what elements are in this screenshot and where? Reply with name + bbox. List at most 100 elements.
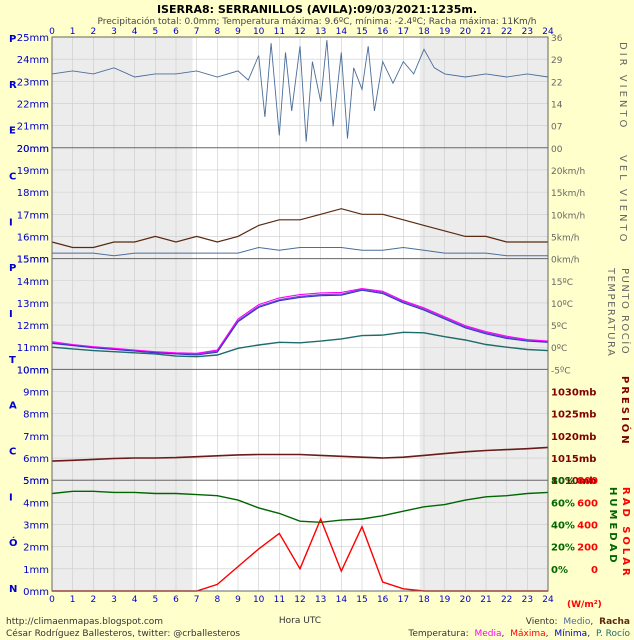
x-tick-top: 7	[194, 27, 200, 37]
right-tick-label: 1030mb	[551, 388, 596, 399]
left-tick-label: 2mm	[23, 543, 49, 554]
right-tick-label: 10km/h	[551, 211, 585, 221]
right-tick-label: 22	[551, 78, 562, 88]
x-tick-top: 18	[418, 27, 430, 37]
x-tick-top: 9	[235, 27, 241, 37]
left-letter: I	[9, 309, 13, 320]
right-tick-label: 29	[551, 56, 563, 66]
left-tick-label: 18mm	[17, 188, 49, 199]
right-tick-label: 0	[591, 565, 598, 576]
temp-min-line	[51, 289, 549, 356]
x-tick-bottom: 7	[194, 595, 200, 605]
x-tick-top: 5	[152, 27, 158, 37]
left-tick-label: 3mm	[23, 521, 49, 532]
left-letter: T	[9, 355, 16, 366]
wind-direction-line	[51, 40, 549, 142]
right-tick-label: 10ºC	[551, 300, 573, 310]
author-credit: César Rodríguez Ballesteros, twitter: @c…	[6, 628, 240, 639]
x-tick-top: 13	[315, 27, 326, 37]
label-rad-solar: RAD SOLAR	[620, 487, 631, 579]
blog-link[interactable]: http://climaenmapas.blogspot.com	[6, 617, 163, 627]
temp-max-line	[51, 287, 549, 354]
right-tick-label: 1015mb	[551, 454, 596, 465]
x-tick-bottom: 13	[315, 595, 326, 605]
x-tick-bottom: 23	[522, 595, 533, 605]
x-tick-bottom: 24	[542, 595, 554, 605]
x-tick-bottom: 18	[418, 595, 430, 605]
viento-legend-medio: Medio	[563, 617, 591, 627]
x-tick-top: 20	[460, 27, 472, 37]
right-tick-label: 1020mb	[551, 432, 596, 443]
night-shade-morning	[52, 37, 193, 591]
x-tick-top: 15	[356, 27, 367, 37]
left-tick-label: 6mm	[23, 454, 49, 465]
left-tick-label: 16mm	[17, 232, 49, 243]
x-tick-bottom: 14	[336, 595, 348, 605]
left-tick-label: 10mm	[17, 365, 49, 376]
left-tick-label: 10mm	[17, 365, 49, 376]
left-tick-label: 20mm	[17, 144, 49, 155]
plot-grid	[51, 37, 549, 591]
right-tick-label: 36	[551, 34, 563, 44]
left-tick-label: 7mm	[23, 432, 49, 443]
x-tick-top: 2	[90, 27, 96, 37]
chart-title: ISERRA8: SERRANILLOS (AVILA):09/03/2021:…	[157, 3, 477, 16]
viento-legend-racha: Racha	[599, 617, 630, 627]
right-tick-label: 40%	[551, 521, 575, 532]
x-tick-top: 0	[49, 27, 55, 37]
x-tick-top: 1	[70, 27, 76, 37]
right-tick-label: 5km/h	[551, 233, 579, 243]
x-tick-bottom: 3	[111, 595, 117, 605]
x-tick-bottom: 2	[90, 595, 96, 605]
temp-legend-maxima: Máxima	[510, 629, 545, 639]
x-tick-bottom: 4	[132, 595, 138, 605]
x-tick-bottom: 10	[253, 595, 265, 605]
x-tick-top: 11	[274, 27, 285, 37]
left-tick-label: 12mm	[17, 321, 49, 332]
x-tick-bottom: 20	[460, 595, 472, 605]
temp-legend-sep3: ,	[587, 629, 590, 639]
left-tick-label: 19mm	[17, 166, 49, 177]
label-presion: PRESIÓN	[619, 376, 632, 447]
left-tick-label: 15mm	[17, 255, 49, 266]
x-tick-bottom: 1	[70, 595, 76, 605]
left-tick-label: 15mm	[17, 255, 49, 266]
left-tick-label: 0mm	[23, 587, 49, 598]
x-tick-top: 12	[294, 27, 305, 37]
right-tick-label: 20%	[551, 543, 575, 554]
left-tick-label: 13mm	[17, 299, 49, 310]
x-tick-top: 14	[336, 27, 348, 37]
x-tick-bottom: 12	[294, 595, 305, 605]
pressure-line	[51, 446, 549, 462]
left-tick-label: 4mm	[23, 498, 49, 509]
x-tick-top: 10	[253, 27, 265, 37]
temp-legend-minima: Mínima	[554, 629, 587, 639]
right-tick-label: 20km/h	[551, 167, 585, 177]
x-tick-bottom: 17	[398, 595, 409, 605]
left-letter: N	[9, 584, 17, 595]
night-shade-evening	[419, 37, 548, 591]
label-humedad: HUMEDAD	[607, 487, 618, 566]
x-tick-top: 16	[377, 27, 389, 37]
left-tick-label: 20mm	[17, 144, 49, 155]
left-tick-label: 9mm	[23, 388, 49, 399]
x-tick-top: 6	[173, 27, 179, 37]
x-tick-top: 24	[542, 27, 554, 37]
x-tick-bottom: 21	[480, 595, 491, 605]
x-tick-bottom: 5	[152, 595, 158, 605]
right-tick-label: 15ºC	[551, 278, 573, 288]
precipitacion-letters: P R E C I P I T A C I Ó N	[9, 34, 18, 595]
left-letter: C	[9, 172, 16, 183]
left-tick-label: 25mm	[17, 33, 49, 44]
viento-legend: Viento: Medio, Racha	[526, 617, 630, 627]
dew-point-line	[51, 331, 549, 358]
x-tick-top: 21	[480, 27, 491, 37]
x-tick-bottom: 19	[439, 595, 451, 605]
hora-utc-label: Hora UTC	[279, 616, 321, 626]
right-tick-label: 400	[577, 521, 598, 532]
label-temperatura: TEMPERATURA	[605, 267, 616, 357]
left-letter: E	[9, 126, 16, 137]
left-letter: P	[9, 34, 16, 45]
right-tick-label: 15km/h	[551, 189, 585, 199]
